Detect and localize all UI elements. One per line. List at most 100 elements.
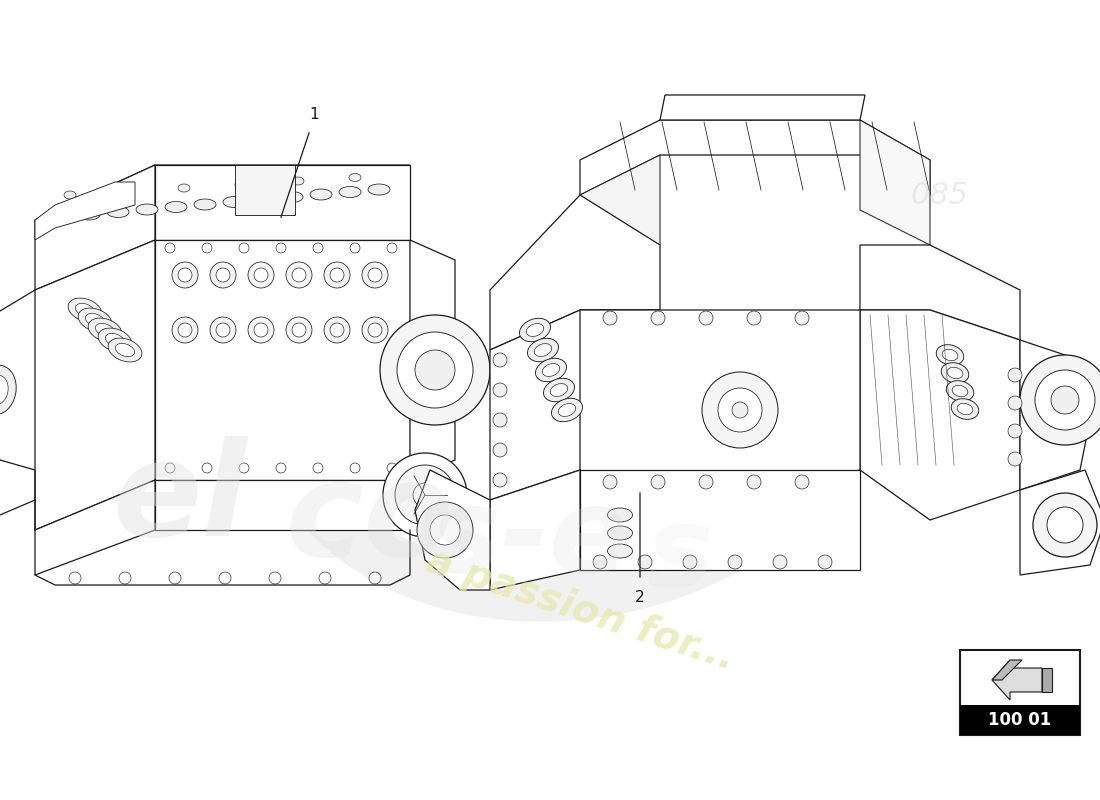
- Polygon shape: [992, 660, 1022, 680]
- Ellipse shape: [543, 378, 574, 402]
- Circle shape: [324, 262, 350, 288]
- Circle shape: [254, 268, 268, 282]
- Circle shape: [1008, 452, 1022, 466]
- Ellipse shape: [136, 204, 158, 215]
- Circle shape: [638, 555, 652, 569]
- Polygon shape: [155, 480, 410, 530]
- Circle shape: [276, 463, 286, 473]
- Ellipse shape: [349, 174, 361, 182]
- Polygon shape: [35, 240, 155, 530]
- Circle shape: [698, 475, 713, 489]
- Circle shape: [702, 372, 778, 448]
- Ellipse shape: [535, 343, 552, 357]
- Ellipse shape: [107, 206, 129, 218]
- Circle shape: [1008, 424, 1022, 438]
- Circle shape: [818, 555, 832, 569]
- Circle shape: [415, 350, 455, 390]
- Ellipse shape: [936, 345, 964, 366]
- Circle shape: [732, 402, 748, 418]
- Polygon shape: [235, 165, 295, 215]
- Circle shape: [387, 463, 397, 473]
- Polygon shape: [580, 310, 860, 510]
- Polygon shape: [490, 470, 580, 590]
- Text: el: el: [112, 437, 248, 563]
- Ellipse shape: [78, 209, 100, 220]
- Ellipse shape: [526, 323, 543, 337]
- Circle shape: [248, 262, 274, 288]
- Ellipse shape: [96, 323, 114, 337]
- Circle shape: [1008, 368, 1022, 382]
- Circle shape: [178, 323, 192, 337]
- Circle shape: [219, 572, 231, 584]
- Ellipse shape: [64, 191, 76, 199]
- Polygon shape: [155, 240, 410, 480]
- Ellipse shape: [528, 338, 559, 362]
- Circle shape: [314, 463, 323, 473]
- Circle shape: [239, 463, 249, 473]
- Ellipse shape: [607, 508, 632, 522]
- Ellipse shape: [98, 328, 132, 352]
- Circle shape: [1050, 386, 1079, 414]
- Circle shape: [698, 311, 713, 325]
- Ellipse shape: [68, 298, 102, 322]
- Ellipse shape: [78, 308, 112, 332]
- Ellipse shape: [76, 303, 95, 317]
- Text: co: co: [286, 457, 454, 583]
- Ellipse shape: [310, 189, 332, 200]
- Polygon shape: [35, 182, 135, 240]
- Circle shape: [210, 262, 236, 288]
- Circle shape: [202, 243, 212, 253]
- Circle shape: [202, 463, 212, 473]
- Ellipse shape: [946, 381, 974, 402]
- Circle shape: [286, 262, 312, 288]
- Ellipse shape: [165, 202, 187, 213]
- Ellipse shape: [0, 375, 8, 405]
- Circle shape: [270, 572, 280, 584]
- Ellipse shape: [607, 526, 632, 540]
- Ellipse shape: [368, 184, 390, 195]
- Ellipse shape: [0, 365, 16, 415]
- Ellipse shape: [947, 367, 962, 378]
- Polygon shape: [660, 95, 865, 120]
- Ellipse shape: [942, 350, 958, 361]
- Ellipse shape: [952, 398, 979, 419]
- Polygon shape: [490, 195, 660, 350]
- Polygon shape: [35, 480, 155, 575]
- Ellipse shape: [194, 199, 216, 210]
- Ellipse shape: [235, 181, 248, 189]
- Circle shape: [387, 243, 397, 253]
- Circle shape: [169, 572, 182, 584]
- Circle shape: [350, 463, 360, 473]
- Polygon shape: [490, 310, 660, 500]
- Circle shape: [210, 317, 236, 343]
- Ellipse shape: [519, 318, 550, 342]
- Circle shape: [1020, 355, 1100, 445]
- Circle shape: [216, 268, 230, 282]
- Ellipse shape: [551, 398, 583, 422]
- Circle shape: [1035, 370, 1094, 430]
- Ellipse shape: [550, 383, 568, 397]
- Circle shape: [69, 572, 81, 584]
- Circle shape: [795, 475, 808, 489]
- Circle shape: [412, 483, 437, 507]
- Text: 1: 1: [309, 107, 319, 122]
- Circle shape: [216, 323, 230, 337]
- Polygon shape: [860, 245, 1020, 340]
- Ellipse shape: [88, 318, 122, 342]
- Polygon shape: [35, 165, 410, 220]
- Circle shape: [368, 323, 382, 337]
- Circle shape: [417, 502, 473, 558]
- Circle shape: [165, 463, 175, 473]
- Ellipse shape: [280, 191, 302, 202]
- Ellipse shape: [339, 186, 361, 198]
- Circle shape: [248, 317, 274, 343]
- Circle shape: [747, 311, 761, 325]
- Ellipse shape: [50, 211, 72, 222]
- Circle shape: [254, 323, 268, 337]
- Ellipse shape: [106, 334, 124, 346]
- Circle shape: [178, 268, 192, 282]
- Polygon shape: [35, 165, 155, 290]
- Ellipse shape: [86, 314, 104, 326]
- Circle shape: [651, 311, 666, 325]
- Circle shape: [165, 243, 175, 253]
